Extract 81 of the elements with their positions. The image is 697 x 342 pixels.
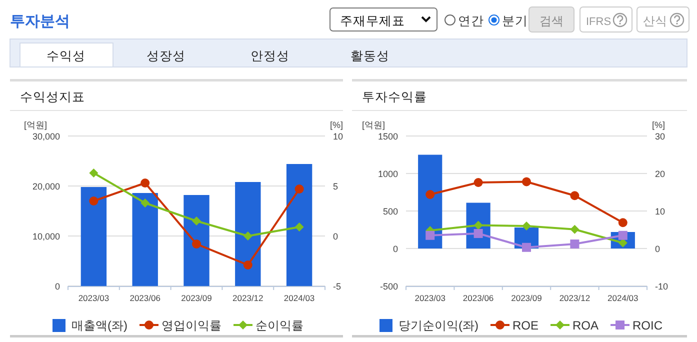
y2-tick-label: 10 <box>655 206 666 216</box>
text: 활동성 <box>350 49 390 63</box>
bar <box>184 195 210 286</box>
y2-axis-title: [%] <box>652 120 665 130</box>
y-tick-label: 0 <box>392 244 398 254</box>
bar <box>80 187 107 286</box>
y-tick-label: 0 <box>54 282 60 292</box>
y2-tick-label: -10 <box>655 282 668 292</box>
y2-tick-label: 10 <box>333 132 344 142</box>
y2-tick-label: -5 <box>333 282 342 292</box>
x-tick-label: 2023/12 <box>232 293 264 303</box>
text: 연간 <box>458 14 484 28</box>
point <box>474 178 483 187</box>
y-tick-label: 10,000 <box>32 232 60 242</box>
x-tick-label: 2023/06 <box>462 293 494 303</box>
y2-tick-label: 5 <box>333 182 338 192</box>
y2-axis-title: [%] <box>330 120 343 130</box>
legend-label: 당기순이익(좌) <box>398 318 478 332</box>
point <box>89 168 98 178</box>
point <box>294 222 304 232</box>
text: 수익성 <box>46 49 86 63</box>
y-tick-label: 1000 <box>378 169 398 179</box>
point <box>426 230 435 240</box>
x-tick-label: 2023/09 <box>181 293 212 303</box>
bar <box>235 182 261 286</box>
y2-tick-label: 20 <box>655 169 666 179</box>
point <box>294 184 304 194</box>
y-tick-label: -500 <box>380 282 398 292</box>
chart-title: 수익성지표 <box>20 90 85 104</box>
chart-title: 투자수익률 <box>362 90 427 104</box>
bar <box>418 154 442 248</box>
text: 투자분석 <box>10 13 70 30</box>
y2-tick-label: 30 <box>655 132 666 142</box>
y-tick-label: 20,000 <box>32 182 60 192</box>
x-tick-label: 2023/09 <box>511 293 542 303</box>
text: 분기 <box>502 14 528 28</box>
y-tick-label: 1500 <box>378 132 398 142</box>
legend-label: 영업이익률 <box>162 318 222 332</box>
y-axis-title: [억원] <box>24 120 48 130</box>
point <box>474 220 483 230</box>
y-axis-title: [억원] <box>362 120 386 130</box>
point <box>522 242 531 252</box>
point <box>522 222 531 230</box>
point <box>618 230 628 240</box>
point <box>426 190 435 199</box>
x-tick-label: 2023/03 <box>414 293 446 303</box>
text: 안정성 <box>250 49 290 63</box>
text: 검색 <box>540 14 564 28</box>
x-tick-label: 2023/06 <box>130 293 161 303</box>
point <box>243 232 252 240</box>
x-tick-label: 2023/12 <box>559 293 590 303</box>
x-tick-label: 2024/03 <box>284 293 315 303</box>
point <box>140 198 150 208</box>
point <box>192 240 201 248</box>
point <box>192 216 201 226</box>
text: IFRS <box>586 16 612 28</box>
bar <box>286 164 312 286</box>
legend-label: ROE <box>512 318 538 332</box>
text: 성장성 <box>146 49 186 63</box>
text: 주재무제표 <box>340 14 405 28</box>
point <box>570 224 580 234</box>
y2-tick-label: 0 <box>655 244 660 254</box>
y-tick-label: 30,000 <box>32 132 60 142</box>
x-tick-label: 2024/03 <box>608 293 639 303</box>
text: 산식 <box>643 14 667 28</box>
x-tick-label: 2023/03 <box>78 293 110 303</box>
point <box>474 229 483 238</box>
point <box>522 177 531 186</box>
y2-tick-label: 0 <box>333 232 338 242</box>
point <box>570 191 580 200</box>
point <box>140 178 150 188</box>
legend-label: 매출액(좌) <box>72 318 128 332</box>
point <box>618 218 628 228</box>
point <box>89 196 98 206</box>
legend-label: 순이익률 <box>256 318 304 332</box>
point <box>570 240 580 248</box>
bar <box>132 193 158 286</box>
legend-label: ROA <box>572 318 599 332</box>
y-tick-label: 500 <box>382 206 398 216</box>
point <box>243 260 252 270</box>
legend-label: ROIC <box>632 318 663 332</box>
